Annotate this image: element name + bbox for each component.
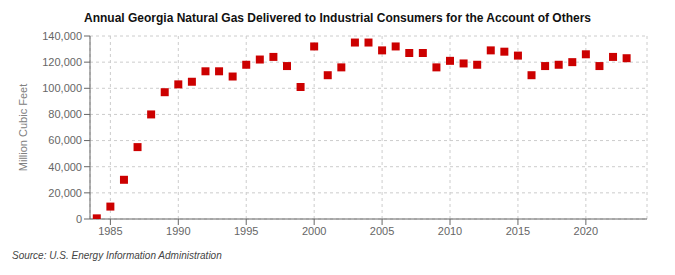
svg-text:100,000: 100,000 (42, 82, 82, 94)
svg-text:60,000: 60,000 (48, 134, 82, 146)
svg-text:1985: 1985 (98, 225, 122, 237)
svg-text:2010: 2010 (438, 225, 462, 237)
svg-text:Million Cubic Feet: Million Cubic Feet (17, 84, 29, 171)
svg-text:120,000: 120,000 (42, 56, 82, 68)
svg-text:20,000: 20,000 (48, 187, 82, 199)
svg-text:40,000: 40,000 (48, 161, 82, 173)
html-text:Source: U.S. Energy Informatio: Source: U.S. Energy Information Administ… (12, 250, 222, 261)
svg-text:2005: 2005 (370, 225, 394, 237)
svg-text:80,000: 80,000 (48, 108, 82, 120)
svg-text:2020: 2020 (574, 225, 598, 237)
svg-text:140,000: 140,000 (42, 30, 82, 42)
svg-text:2000: 2000 (302, 225, 326, 237)
html-text:Annual Georgia Natural Gas Del: Annual Georgia Natural Gas Delivered to … (84, 11, 591, 25)
svg-text:2015: 2015 (506, 225, 530, 237)
svg-text:1995: 1995 (234, 225, 258, 237)
svg-text:0: 0 (76, 213, 82, 225)
svg-text:1990: 1990 (166, 225, 190, 237)
